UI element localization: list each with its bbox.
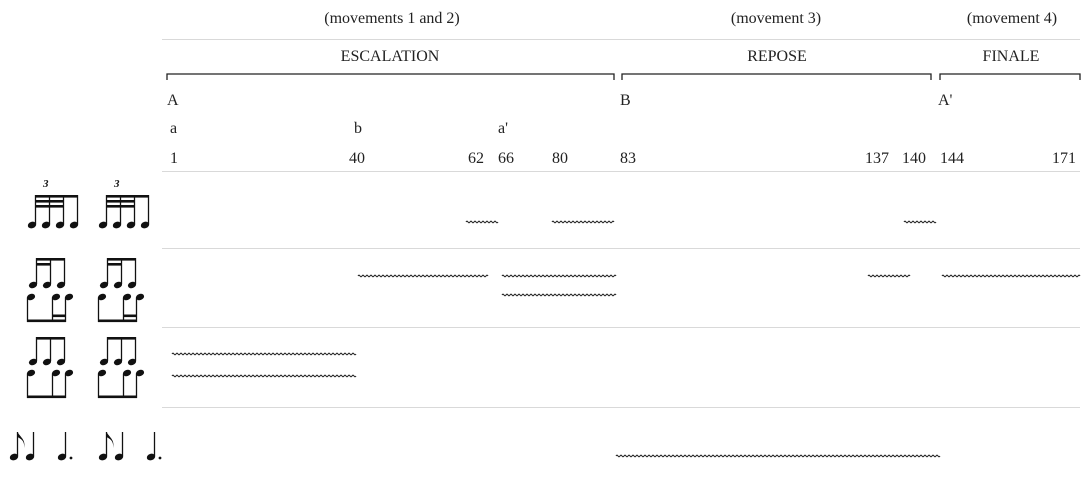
row-divider [162, 171, 1080, 172]
sixteenth-eighth-pair-figure [26, 258, 145, 323]
section-bracket-escalation [166, 73, 615, 80]
occurrence-line [357, 274, 489, 278]
measure-number: 144 [940, 150, 964, 167]
occurrence-line [501, 274, 617, 278]
eighth-sixteenth-pair-figure [26, 337, 145, 399]
movement-label-4: (movement 4) [966, 10, 1058, 27]
occurrence-line [465, 220, 499, 224]
section-bracket-repose [621, 73, 932, 80]
section-label-repose: REPOSE [747, 48, 807, 65]
form-label-a: a [170, 120, 178, 137]
form-label-A-prime: A' [938, 92, 953, 109]
form-label-A: A [167, 92, 179, 109]
occurrence-line [615, 454, 941, 458]
measure-number: 1 [170, 150, 178, 167]
occurrence-line [171, 374, 357, 378]
measure-number: 171 [1052, 150, 1076, 167]
section-bracket-finale [939, 73, 1081, 80]
tuplet-number: 3 [42, 178, 49, 190]
measure-number: 80 [552, 150, 568, 167]
row-divider [162, 248, 1080, 249]
triplet-sixteenth-figure: 3 3 [27, 178, 150, 229]
row-divider [162, 407, 1080, 408]
measure-number: 40 [349, 150, 365, 167]
form-label-b: b [354, 120, 362, 137]
measure-number: 62 [468, 150, 484, 167]
form-label-B: B [620, 92, 631, 109]
occurrence-line [551, 220, 615, 224]
movement-label-1-2: (movements 1 and 2) [324, 10, 460, 27]
form-label-a-prime: a' [498, 120, 508, 137]
dotted-figure [9, 432, 162, 461]
occurrence-lines [171, 220, 1081, 458]
occurrence-line [903, 220, 937, 224]
occurrence-line [171, 352, 357, 356]
tuplet-number: 3 [113, 178, 120, 190]
measure-number: 66 [498, 150, 514, 167]
section-label-escalation: ESCALATION [340, 48, 440, 65]
row-divider [162, 327, 1080, 328]
occurrence-line [867, 274, 911, 278]
measure-number: 137 [865, 150, 889, 167]
movement-label-3: (movement 3) [730, 10, 822, 27]
header-divider [162, 39, 1080, 40]
occurrence-line [501, 293, 617, 297]
measure-number: 140 [902, 150, 926, 167]
measure-number: 83 [620, 150, 636, 167]
section-label-finale: FINALE [982, 48, 1040, 65]
occurrence-line [941, 274, 1081, 278]
